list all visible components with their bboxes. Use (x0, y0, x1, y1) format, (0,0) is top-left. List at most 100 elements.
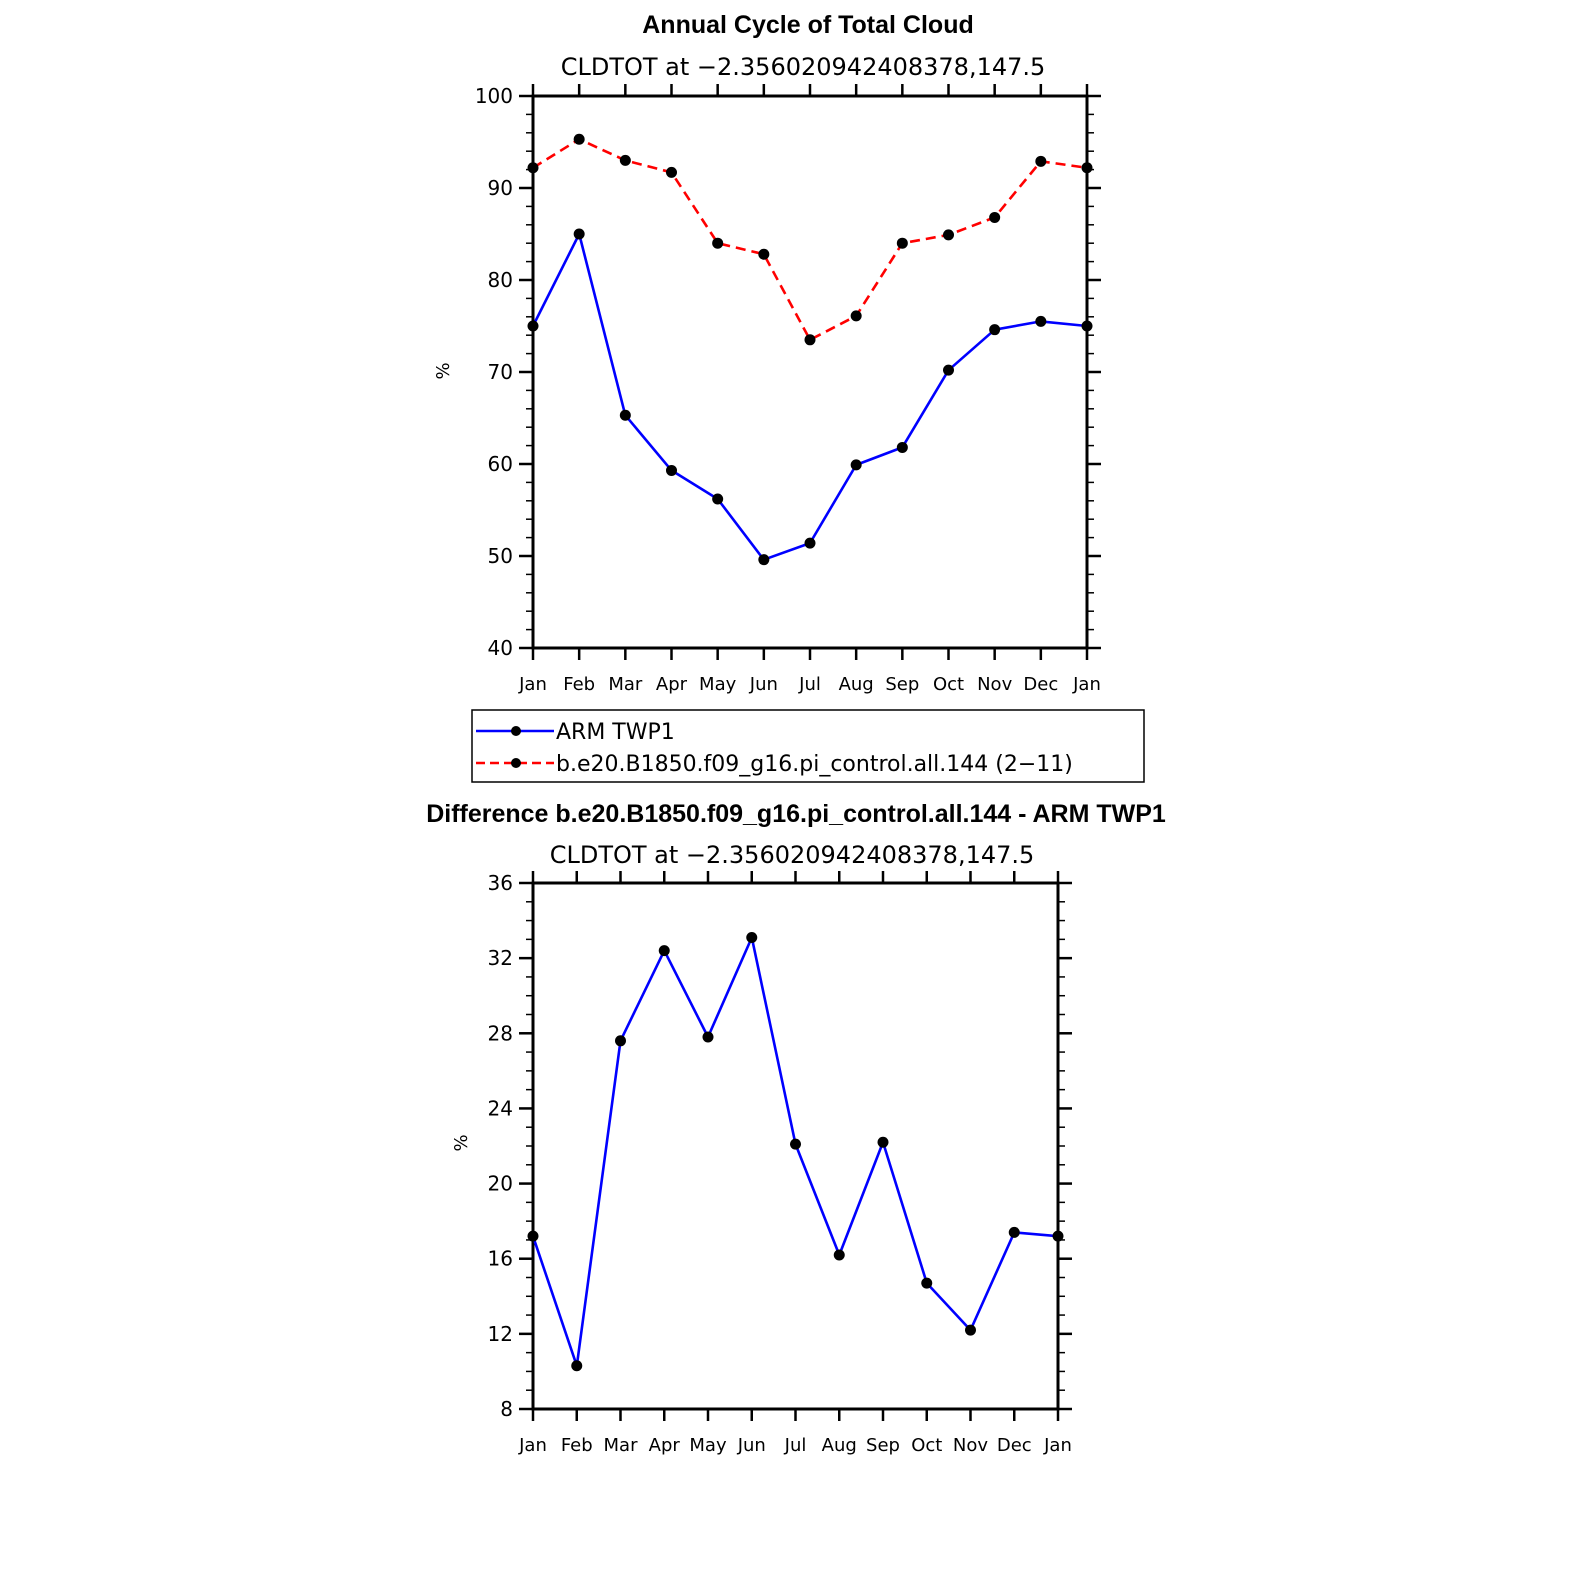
legend-label-arm: ARM TWP1 (556, 720, 675, 745)
series-point-0 (758, 554, 770, 566)
series-point-0 (1052, 1230, 1064, 1242)
x-tick-label: Nov (977, 674, 1012, 695)
series-point-0 (702, 1031, 714, 1043)
series-line-0 (531, 232, 1088, 562)
series-point-1 (850, 310, 862, 322)
legend: ARM TWP1 b.e20.B1850.f09_g16.pi_control.… (471, 709, 1145, 783)
x-tick-label: Dec (1023, 674, 1058, 695)
series-point-0 (1081, 320, 1093, 332)
series-point-0 (615, 1035, 626, 1047)
y-tick-label: 8 (500, 1397, 513, 1421)
series-point-1 (896, 237, 908, 249)
series-point-0 (746, 931, 758, 943)
series-point-1 (989, 211, 1001, 223)
y-tick-label: 24 (488, 1096, 513, 1120)
series-point-1 (943, 229, 954, 241)
series-point-1 (804, 334, 816, 346)
y-tick-label: 90 (488, 176, 513, 200)
series-point-1 (1035, 155, 1047, 167)
y-tick-label: 36 (488, 871, 513, 895)
x-tick-label: Nov (953, 1435, 988, 1456)
y-tick-label: 70 (488, 360, 513, 384)
series-point-0 (527, 320, 539, 332)
plot-area: 8 12 16 20 24 28 32 36 Jan Feb Mar Apr May Jun Jul Aug S… (488, 871, 1072, 1456)
legend-box (471, 709, 1145, 783)
x-tick-label: Sep (866, 1435, 900, 1456)
chart-title: Annual Cycle of Total Cloud (642, 11, 973, 39)
x-tick-label: May (699, 674, 737, 695)
y-tick-label: 28 (488, 1021, 513, 1045)
plot-area: 40 50 60 70 80 90 100 Jan Feb Mar Apr May Jun Jul Aug S… (475, 84, 1101, 695)
series-point-0 (1008, 1226, 1020, 1238)
series-point-0 (804, 537, 816, 549)
series-point-0 (658, 945, 670, 957)
y-tick-label: 80 (488, 268, 513, 292)
series-point-0 (850, 459, 862, 471)
y-axis-label: % (451, 1134, 472, 1151)
plot-frame (531, 94, 1089, 650)
x-tick-label: Feb (561, 1435, 593, 1456)
x-tick-label: Apr (649, 1435, 681, 1456)
x-tick-label: Dec (997, 1435, 1032, 1456)
y-tick-label: 32 (488, 946, 513, 970)
y-tick-label: 100 (475, 84, 513, 108)
x-tick-label: Jan (518, 674, 547, 695)
y-axis-label: % (433, 362, 454, 379)
chart-title: Difference b.e20.B1850.f09_g16.pi_contro… (426, 800, 1166, 828)
legend-marker-arm (511, 726, 521, 736)
series-point-0 (790, 1138, 801, 1150)
series-point-0 (573, 228, 585, 240)
series-point-1 (758, 248, 770, 260)
annual-cycle-chart: Annual Cycle of Total Cloud CLDTOT at −2… (433, 11, 1145, 783)
x-tick-label: Jul (784, 1435, 807, 1456)
series-point-0 (619, 409, 631, 421)
x-tick-label: Aug (839, 674, 874, 695)
x-tick-label: Oct (911, 1435, 942, 1456)
x-tick-label: Feb (563, 674, 595, 695)
series-line-0 (531, 936, 1059, 1368)
series-point-0 (965, 1324, 976, 1336)
series-line-1 (532, 137, 1088, 342)
x-tick-label: May (689, 1435, 727, 1456)
series-point-0 (921, 1277, 933, 1289)
chart-subtitle: CLDTOT at −2.356020942408378,147.5 (561, 53, 1046, 81)
x-tick-label: Oct (933, 674, 964, 695)
y-tick-label: 16 (488, 1247, 513, 1271)
series-point-1 (619, 154, 631, 166)
x-tick-label: Mar (604, 1435, 639, 1456)
x-tick-label: Sep (885, 674, 919, 695)
series-point-0 (666, 464, 677, 476)
series-point-0 (1035, 315, 1047, 327)
y-tick-label: 60 (488, 452, 513, 476)
x-tick-label: Jul (798, 674, 821, 695)
x-tick-label: Jan (1043, 1435, 1072, 1456)
series-point-1 (712, 237, 724, 249)
series-point-1 (666, 166, 677, 178)
series-point-0 (712, 493, 724, 505)
series-point-0 (877, 1136, 889, 1148)
x-tick-label: Apr (656, 674, 688, 695)
series-point-1 (1081, 162, 1093, 174)
legend-label-model: b.e20.B1850.f09_g16.pi_control.all.144 (… (556, 752, 1073, 777)
series-point-0 (571, 1360, 583, 1372)
legend-marker-model (511, 758, 521, 768)
x-tick-label: Jun (737, 1435, 766, 1456)
x-tick-label: Jan (1072, 674, 1101, 695)
series-point-0 (896, 441, 908, 453)
y-tick-label: 12 (488, 1322, 513, 1346)
series-point-0 (527, 1230, 539, 1242)
x-tick-label: Mar (608, 674, 643, 695)
y-tick-label: 40 (488, 636, 513, 660)
x-tick-label: Aug (822, 1435, 857, 1456)
series-point-0 (943, 364, 954, 376)
series-point-0 (989, 324, 1001, 336)
y-tick-label: 20 (488, 1172, 513, 1196)
difference-chart: Difference b.e20.B1850.f09_g16.pi_contro… (426, 800, 1166, 1456)
x-tick-label: Jun (749, 674, 778, 695)
series-point-1 (573, 133, 585, 145)
series-point-0 (833, 1249, 845, 1261)
x-tick-label: Jan (518, 1435, 547, 1456)
y-tick-label: 50 (488, 544, 513, 568)
series-point-1 (527, 162, 539, 174)
